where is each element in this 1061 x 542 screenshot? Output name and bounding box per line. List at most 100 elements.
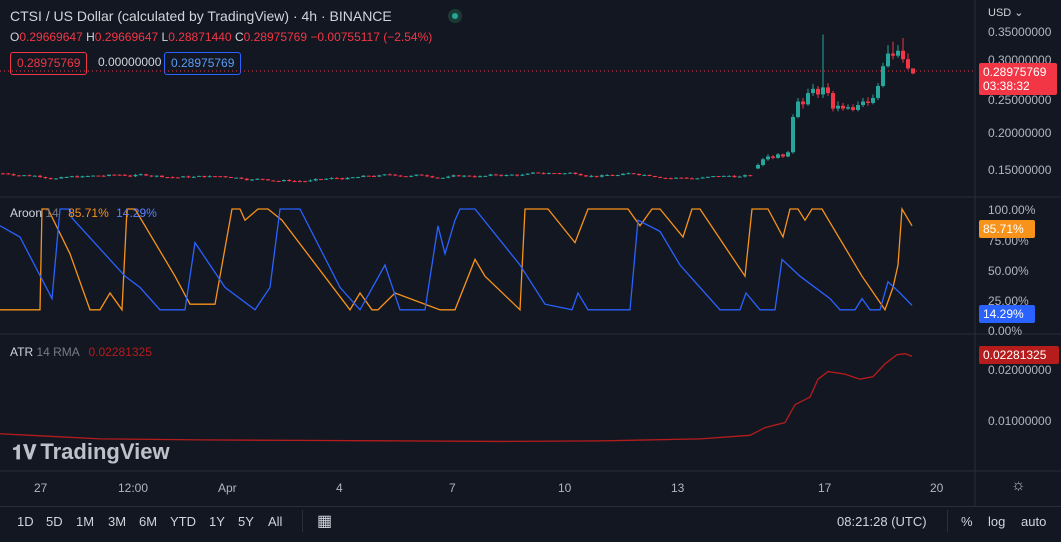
candle-body [409, 175, 414, 177]
candle-body [631, 173, 636, 175]
candle-body [308, 180, 313, 182]
candle-body [700, 177, 705, 179]
candle-body [281, 179, 286, 182]
candle-body [27, 175, 32, 177]
atr-tick: 0.01000000 [988, 414, 1052, 428]
timeframe-3m[interactable]: 3M [108, 514, 127, 529]
candle-body [451, 175, 456, 177]
candle-body [456, 175, 461, 177]
candle-body [175, 177, 180, 179]
candle-body [831, 93, 835, 109]
candle-body [851, 107, 855, 110]
candlestick-series[interactable] [1, 34, 915, 183]
candle-body [594, 175, 599, 177]
percent-scale-toggle[interactable]: % [961, 514, 973, 529]
candle-body [197, 175, 202, 177]
candle-body [743, 175, 747, 177]
candle-body [871, 97, 875, 103]
candle-body [11, 174, 16, 176]
auto-scale-toggle[interactable]: auto [1021, 514, 1047, 529]
candle-body [756, 164, 760, 169]
timeframe-1y[interactable]: 1Y [209, 514, 225, 529]
candle-body [776, 154, 780, 158]
tradingview-watermark[interactable]: 𝟏𝐕 TradingView [12, 439, 170, 464]
candle-body [250, 179, 255, 181]
candle-body [403, 176, 408, 178]
candle-body [366, 175, 371, 177]
atr-tag: 0.02281325 [979, 346, 1059, 364]
candle-body [642, 174, 647, 176]
candle-body [647, 174, 652, 176]
candle-body [599, 175, 604, 177]
atr-legend[interactable]: ATR 14 RMA 0.02281325 [10, 345, 152, 359]
candle-body [48, 178, 53, 180]
aroon-legend[interactable]: Aroon 14 85.71% 14.29% [10, 206, 157, 220]
candle-body [122, 174, 127, 176]
aroon-up-value: 85.71% [68, 206, 109, 220]
candle-body [350, 177, 355, 179]
candle-body [234, 177, 239, 179]
timeframe-5y[interactable]: 5Y [238, 514, 254, 529]
sell-price-button[interactable]: 0.28975769 [10, 52, 88, 75]
candle-body [101, 175, 106, 177]
aroon-down-line [0, 208, 913, 311]
candle-body [679, 177, 684, 179]
candle-body [684, 177, 689, 179]
candle-body [472, 176, 477, 178]
candle-body [826, 87, 830, 94]
currency-select[interactable]: USD ⌄ [988, 7, 1024, 19]
timeframe-1m[interactable]: 1M [76, 514, 95, 529]
candle-body [430, 176, 435, 178]
timeframe-6m[interactable]: 6M [139, 514, 158, 529]
candle-body [112, 174, 117, 176]
candle-body [478, 176, 482, 178]
candle-body [329, 178, 334, 180]
candle-body [711, 176, 716, 178]
candle-body [806, 93, 810, 105]
aroon-down-value: 14.29% [116, 206, 157, 220]
price-tick: 0.35000000 [988, 25, 1052, 39]
symbol-title[interactable]: CTSI / US Dollar (calculated by TradingV… [10, 8, 392, 24]
date-range-calendar-icon[interactable]: ▦ [317, 513, 333, 530]
candle-body [59, 177, 64, 179]
candle-body [160, 175, 164, 178]
candle-body [732, 175, 737, 178]
candle-body [91, 175, 96, 177]
candle-body [361, 175, 366, 178]
candle-body [372, 175, 376, 177]
timeframe-1d[interactable]: 1D [17, 514, 34, 529]
candle-body [605, 175, 610, 177]
candle-body [170, 177, 175, 179]
candle-body [771, 156, 775, 158]
log-scale-toggle[interactable]: log [988, 514, 1006, 529]
candle-body [440, 177, 445, 179]
candle-body [266, 179, 270, 181]
timeframe-5d[interactable]: 5D [46, 514, 63, 529]
candle-body [292, 181, 297, 183]
time-tick: 12:00 [118, 481, 149, 495]
candle-body [387, 174, 392, 176]
candle-body [340, 178, 345, 180]
candle-body [589, 175, 594, 177]
time-tick: 20 [930, 481, 944, 495]
candle-body [382, 174, 387, 176]
settings-gear-icon[interactable]: ☼ [1011, 477, 1026, 494]
candle-body [705, 176, 710, 178]
candle-body [781, 154, 785, 157]
candle-body [811, 88, 815, 94]
buy-price-button[interactable]: 0.28975769 [164, 52, 242, 75]
candle-body [324, 178, 329, 180]
candle-body [509, 174, 514, 176]
candle-body [191, 176, 196, 178]
candle-body [43, 177, 48, 179]
utc-clock[interactable]: 08:21:28 (UTC) [837, 514, 927, 529]
candle-body [668, 178, 673, 180]
candle-body [552, 173, 557, 175]
timeframe-all[interactable]: All [268, 514, 283, 529]
candle-body [520, 174, 525, 176]
timeframe-ytd[interactable]: YTD [170, 514, 196, 529]
candle-body [80, 176, 85, 178]
aroon-tick: 50.00% [988, 264, 1029, 278]
candle-body [626, 173, 631, 175]
